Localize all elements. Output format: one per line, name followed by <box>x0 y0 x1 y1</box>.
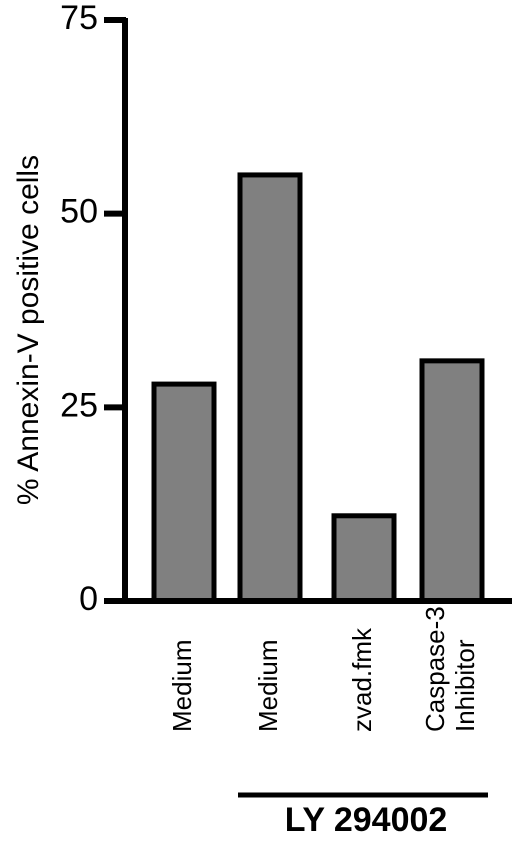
bar-4 <box>419 358 485 604</box>
bars <box>151 172 485 604</box>
category-label-2: Medium <box>253 640 283 732</box>
bar-3 <box>331 513 397 604</box>
category-label-3: zvad.fmk <box>347 627 377 732</box>
y-tick-label: 50 <box>60 193 98 231</box>
category-labels: Medium Medium zvad.fmk Caspase-3 Inhibitor <box>167 606 480 732</box>
y-axis-title: % Annexin-V positive cells <box>12 155 45 505</box>
y-ticks: 0 25 50 75 <box>60 0 126 618</box>
category-label-4: Caspase-3 <box>420 606 450 732</box>
axes <box>122 18 512 604</box>
category-label-1: Medium <box>167 640 197 732</box>
bar-2 <box>237 172 303 604</box>
category-label-4: Inhibitor <box>450 639 480 732</box>
y-tick-label: 75 <box>60 0 98 37</box>
bar-1 <box>151 381 217 604</box>
group-label: LY 294002 <box>285 801 448 839</box>
y-tick-label: 25 <box>60 386 98 424</box>
y-tick-label: 0 <box>79 580 98 618</box>
